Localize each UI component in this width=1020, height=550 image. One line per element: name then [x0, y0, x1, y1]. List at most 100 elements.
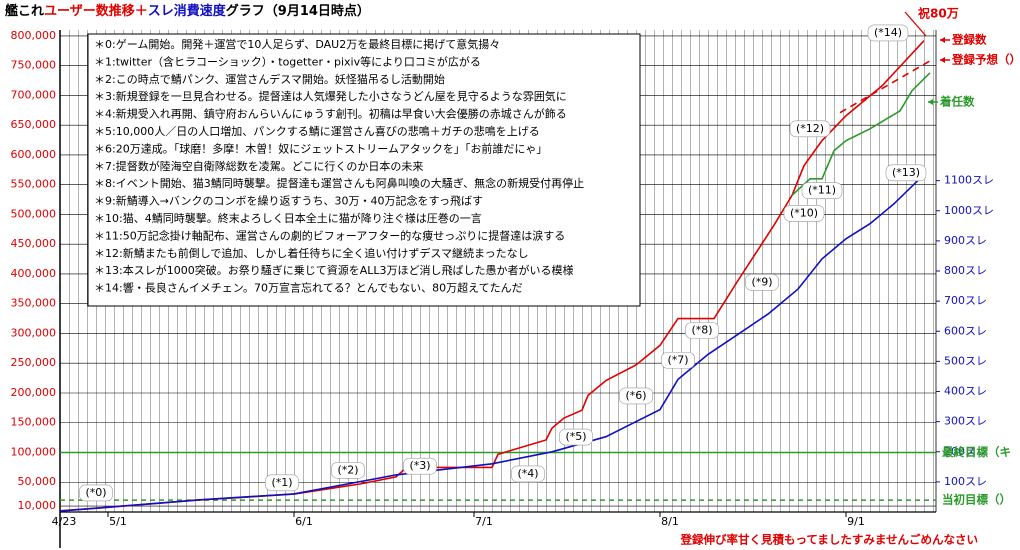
y-tick-label: 700,000: [11, 88, 57, 101]
note: ＊6:20万達成。「球磨！多摩！木曽！奴にジェットストリームアタックを」「お前誰…: [94, 141, 547, 155]
y-tick-label: 500,000: [11, 207, 57, 220]
y2-tick-label: 900スレ: [944, 234, 987, 247]
annotation-pointer: [904, 11, 927, 37]
marker-box: [745, 274, 779, 291]
marker-box: [789, 120, 831, 138]
y-tick-label: 550,000: [11, 178, 57, 191]
y-tick-label: 350,000: [11, 297, 57, 310]
y2-tick-label: 1100スレ: [944, 174, 994, 187]
x-tick-label: 8/1: [661, 515, 679, 528]
y2-tick-label: 100スレ: [944, 475, 987, 488]
series-line: [839, 60, 931, 114]
legend-label: 登録数: [951, 33, 987, 47]
legend-label: 登録予想（）: [951, 53, 1020, 67]
title-part: ユーザー数推移＋: [44, 3, 148, 19]
y2-tick-label: 400スレ: [944, 385, 987, 398]
marker-box: [619, 387, 653, 405]
y-tick-label: 800,000: [11, 29, 57, 42]
x-tick-label: 5/1: [109, 515, 127, 528]
title-part: 艦これ: [5, 3, 44, 19]
goal-label: 最終目標（キ: [942, 445, 1011, 459]
y-tick-label: 250,000: [11, 356, 57, 369]
marker-label: (*1): [271, 476, 292, 489]
marker-box: [559, 428, 593, 446]
note: ＊7:提督数が陸海空自衛隊総数を凌駕。どこに行くのか日本の未来: [94, 159, 423, 173]
y-tick-label: 50,000: [18, 475, 57, 488]
notes-box: [87, 33, 641, 307]
note: ＊11:50万記念掛け軸配布、運営さんの劇的ビフォーアフター的な痩せっぷりに提督…: [94, 228, 565, 242]
legend-arrow-head: [928, 99, 933, 105]
y2-tick-label: 800スレ: [944, 264, 987, 277]
marker-label: (*8): [691, 324, 712, 337]
marker-box: [867, 24, 909, 42]
y-tick-label: 600,000: [11, 148, 57, 161]
marker-label: (*2): [337, 463, 358, 476]
y-tick-label: 300,000: [11, 326, 57, 339]
marker-box: [885, 164, 927, 182]
title-part: グラフ（9月14日時点）: [226, 3, 370, 19]
marker-label: (*7): [667, 353, 688, 366]
marker-label: (*14): [874, 26, 902, 39]
marker-box: [265, 474, 299, 492]
y-tick-label: 200,000: [11, 386, 57, 399]
y-tick-label: 750,000: [11, 59, 57, 72]
y2-tick-label: 700スレ: [944, 294, 987, 307]
y-tick-label: 10,000: [18, 499, 57, 512]
y-tick-label: 100,000: [11, 445, 57, 458]
y2-tick-label: 600スレ: [944, 324, 987, 337]
note: ＊4:新規受入れ再開、鎮守府おんらいんにゅうす創刊。初稿は早食い大会優勝の赤城さ…: [94, 107, 567, 121]
y2-tick-label: 300スレ: [944, 415, 987, 428]
note: ＊8:イベント開始、猫3鯖同時襲撃。提督達も運営さんも阿鼻叫喚の大騒ぎ、無念の新…: [94, 176, 584, 190]
chart-title: 艦これユーザー数推移＋スレ消費速度グラフ（9月14日時点）: [5, 3, 370, 19]
note: ＊10:猫、4鯖同時襲撃。終末よろしく日本全土に猫が降り注ぐ様は圧巻の一言: [94, 211, 482, 225]
series-line: [59, 40, 925, 512]
marker-label: (*6): [625, 389, 646, 402]
y2-tick-label: 200スレ: [944, 445, 987, 458]
legend-arrow-head: [940, 57, 945, 63]
note: ＊3:新規登録を一旦見合わせる。提督達は人気爆発した小さなうどん屋を見守るような…: [94, 89, 567, 103]
marker-label: (*9): [751, 275, 772, 288]
note: ＊0:ゲーム開始。開発＋運営で10人足らず、DAU2万を最終目標に掲げて意気揚々: [94, 37, 500, 51]
marker-label: (*10): [790, 206, 818, 219]
x-tick-label: 4/23: [52, 515, 77, 528]
y-tick-label: 400,000: [11, 267, 57, 280]
x-tick-label: 6/1: [295, 515, 313, 528]
x-tick-label: 7/1: [475, 515, 493, 528]
marker-label: (*0): [85, 486, 106, 499]
note: ＊14:響・長良さんイメチェン。70万宣言忘れてる？とんでもない、80万超えてた…: [94, 281, 523, 295]
marker-label: (*4): [517, 467, 538, 480]
marker-box: [511, 465, 545, 483]
marker-box: [403, 457, 437, 475]
marker-box: [331, 462, 365, 479]
y2-tick-label: 1000スレ: [944, 204, 994, 217]
y2-tick-label: 500スレ: [944, 354, 987, 367]
note: ＊1:twitter（含ヒラコーショック）・togetter・pixiv等により…: [94, 54, 481, 68]
marker-box: [661, 351, 695, 369]
marker-label: (*11): [808, 184, 836, 197]
series-line: [791, 72, 931, 196]
series-line: [59, 174, 925, 512]
note: ＊5:10,000人／日の人口増加、パンクする鯖に運営さん喜びの悲鳴＋ガチの悲鳴…: [94, 124, 540, 138]
legend-arrow-head: [940, 37, 945, 43]
marker-box: [783, 204, 825, 222]
marker-label: (*12): [796, 122, 824, 135]
marker-label: (*5): [565, 430, 586, 443]
marker-box: [79, 484, 113, 502]
annotation: 祝80万: [918, 6, 959, 21]
note: ＊9:新鯖導入→バンクのコンボを繰り返すうち、30万・40万記念をすっ飛ばす: [94, 194, 483, 208]
goal-label: 当初目標（）: [942, 493, 1011, 507]
note: ＊2:この時点で鯖パンク、運営さんデスマ開始。妖怪猫吊るし活動開始: [94, 72, 445, 86]
note: ＊13:本スレが1000突破。お祭り騒ぎに乗じて資源をALL3万ほど消し飛ばした…: [94, 263, 573, 277]
legend-label: 着任数: [939, 95, 975, 109]
footnote: 登録伸び率甘く見積もってましたすみませんごめんなさい: [679, 533, 978, 547]
marker-box: [801, 182, 843, 199]
y-tick-label: 150,000: [11, 416, 57, 429]
y-tick-label: 650,000: [11, 118, 57, 131]
marker-label: (*3): [409, 459, 430, 472]
title-part: スレ消費速度: [148, 3, 227, 19]
note: ＊12:新鯖またも前倒しで追加、しかし着任待ちに全く追い付けずデスマ継続まったな…: [94, 246, 529, 260]
marker-label: (*13): [892, 166, 920, 179]
y-tick-label: 450,000: [11, 237, 57, 250]
marker-box: [685, 322, 719, 339]
